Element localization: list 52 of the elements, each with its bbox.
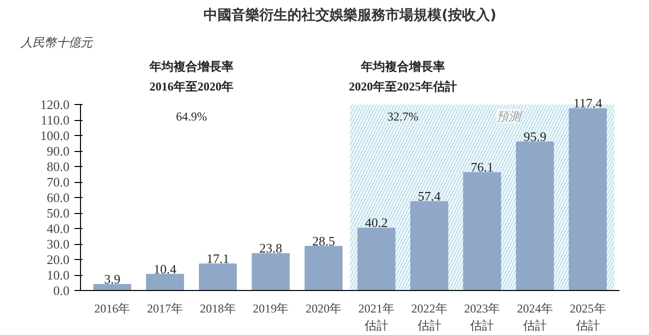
text: 2020年至2025年估計 bbox=[348, 80, 457, 94]
text: 年均複合增長率 bbox=[360, 60, 445, 74]
x-tick-label: 2020年 bbox=[306, 302, 342, 316]
x-tick-label: 2017年 bbox=[147, 302, 184, 316]
y-tick-label: 110.0 bbox=[40, 112, 70, 128]
bar bbox=[252, 253, 290, 290]
data-label: 95.9 bbox=[524, 128, 546, 144]
x-tick-label: 2016年 bbox=[94, 302, 130, 316]
bar bbox=[463, 172, 502, 290]
text: 年均複合增長率 bbox=[148, 60, 234, 74]
y-tick-label: 10.0 bbox=[46, 268, 70, 283]
y-tick-label: 70.0 bbox=[46, 174, 70, 190]
x-tick-label: 2019年 bbox=[252, 302, 289, 316]
y-tick-label: 30.0 bbox=[46, 236, 70, 252]
chart-title: 中國音樂衍生的社交娛樂服務市場規模(按收入) bbox=[204, 6, 496, 24]
data-label: 3.9 bbox=[104, 271, 120, 286]
y-tick-label: 120.0 bbox=[40, 97, 70, 112]
bar bbox=[516, 141, 554, 290]
annotation: 32.7% bbox=[387, 109, 418, 124]
data-label: 57.4 bbox=[418, 188, 442, 204]
y-tick-label: 50.0 bbox=[46, 206, 70, 221]
annotation: 64.9% bbox=[176, 109, 207, 124]
y-tick-label: 90.0 bbox=[46, 144, 70, 159]
data-label: 17.1 bbox=[206, 251, 230, 266]
y-tick-label: 20.0 bbox=[46, 252, 70, 268]
bar bbox=[304, 246, 343, 290]
x-tick-label: 2024年估計 bbox=[516, 302, 553, 332]
data-label: 117.4 bbox=[573, 96, 603, 111]
x-tick-label: 2025年估計 bbox=[570, 302, 606, 332]
bar bbox=[93, 284, 132, 290]
bar bbox=[198, 264, 237, 290]
x-tick-label: 2023年估計 bbox=[464, 302, 500, 332]
data-label: 40.2 bbox=[365, 215, 388, 230]
data-label: 23.8 bbox=[259, 240, 282, 256]
bar bbox=[410, 201, 448, 290]
data-label: 10.4 bbox=[154, 261, 177, 276]
text: 2016年至2020年 bbox=[149, 80, 234, 94]
y-tick-label: 60.0 bbox=[46, 190, 70, 206]
bar bbox=[357, 228, 396, 290]
data-label: 28.5 bbox=[312, 233, 335, 248]
y-tick-label: 80.0 bbox=[46, 159, 70, 174]
y-axis-title: 人民幣十億元 bbox=[20, 36, 94, 50]
bar bbox=[568, 108, 607, 290]
y-tick-label: 100.0 bbox=[40, 128, 70, 144]
y-tick-label: 40.0 bbox=[46, 221, 70, 236]
band-label: 預測 bbox=[496, 109, 523, 124]
bar bbox=[146, 274, 184, 290]
x-tick-label: 2021年估計 bbox=[358, 302, 394, 332]
x-tick-label: 2022年估計 bbox=[411, 302, 448, 332]
data-label: 76.1 bbox=[470, 160, 494, 175]
y-tick-label: 0.0 bbox=[53, 283, 70, 298]
x-tick-label: 2018年 bbox=[200, 302, 236, 316]
